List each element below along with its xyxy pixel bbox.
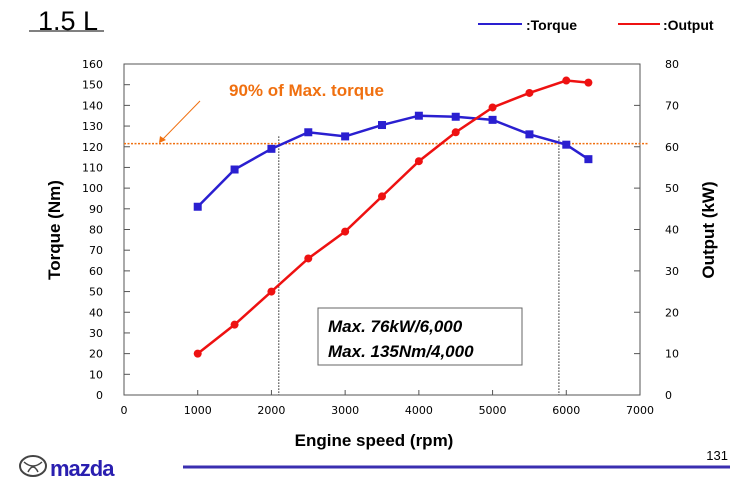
mazda-wordmark: mazda [50,456,115,479]
torque-point [414,111,423,120]
annotation-box: Max. 76kW/6,000 Max. 135Nm/4,000 [317,307,523,366]
y-tick-label: 50 [89,286,103,299]
reference-arrow [162,100,201,140]
output-point [414,157,423,166]
reference-line-label: 90% of Max. torque [229,81,384,100]
x-tick-label: 0 [121,404,128,417]
y-tick-label: 140 [82,99,103,112]
torque-point [378,121,386,130]
y-tick-label: 40 [89,306,103,319]
x-tick-label: 2000 [257,404,285,417]
y-tick-label: 160 [82,58,103,71]
torque-point [525,130,534,139]
y2-tick-label: 0 [665,389,672,402]
y-tick-label: 10 [89,368,103,381]
output-point [562,76,571,85]
torque-point [304,128,313,137]
y2-tick-label: 60 [665,141,679,154]
y2-tick-label: 10 [665,348,679,361]
x-tick-label: 6000 [552,404,580,417]
y2-tick-label: 70 [665,99,679,112]
x-tick-label: 3000 [331,404,359,417]
output-point [378,192,386,201]
x-tick-label: 5000 [479,404,507,417]
torque-point [451,112,460,121]
output-point [525,88,534,97]
y2-tick-label: 20 [665,306,679,319]
y2-tick-label: 80 [665,58,679,71]
y2-tick-label: 30 [665,265,679,278]
output-point [267,287,276,296]
torque-point [341,132,350,141]
annotation-max-output: Max. 76kW/6,000 [328,317,463,336]
x-tick-label: 7000 [626,404,654,417]
torque-point [488,115,497,124]
y2-axis-label: Output (kW) [699,181,718,278]
annotation-max-torque: Max. 135Nm/4,000 [328,342,474,361]
y-tick-label: 100 [82,182,103,195]
torque-point [267,144,276,153]
y-tick-label: 0 [96,389,103,402]
y-tick-label: 80 [89,224,103,237]
y-tick-label: 130 [82,120,103,133]
y-tick-label: 150 [82,79,103,92]
output-point [193,349,202,358]
y-tick-label: 110 [82,161,103,174]
y-tick-label: 60 [89,265,103,278]
y-tick-label: 30 [89,327,103,340]
output-series-line [196,79,589,355]
torque-point [562,140,571,149]
torque-series-line [196,114,590,208]
output-point [304,254,313,263]
output-point [230,320,239,329]
mazda-logo: mazda [19,455,116,479]
y-tick-label: 20 [89,348,103,361]
reference-arrowhead [159,136,166,143]
legend-torque-label: :Torque [526,17,577,33]
mazda-emblem-icon [19,455,47,477]
x-tick-label: 1000 [184,404,212,417]
output-point [341,227,350,236]
output-point [451,128,460,137]
y-axis-label: Torque (Nm) [45,180,64,280]
output-point [584,78,593,87]
y-tick-label: 120 [82,141,103,154]
annotation-frame [317,307,523,366]
torque-point [230,165,239,174]
y-tick-label: 70 [89,244,103,257]
y-tick-label: 90 [89,203,103,216]
legend: :Torque :Output [478,17,714,33]
y2-tick-label: 40 [665,224,679,237]
torque-point [193,202,202,211]
torque-point [584,155,593,164]
x-tick-label: 4000 [405,404,433,417]
x-axis-label: Engine speed (rpm) [295,431,454,450]
page-number: 131 [706,448,728,463]
y2-tick-label: 50 [665,182,679,195]
legend-output-label: :Output [663,17,714,33]
mazda-wing-icon [23,461,43,473]
output-point [488,103,497,112]
